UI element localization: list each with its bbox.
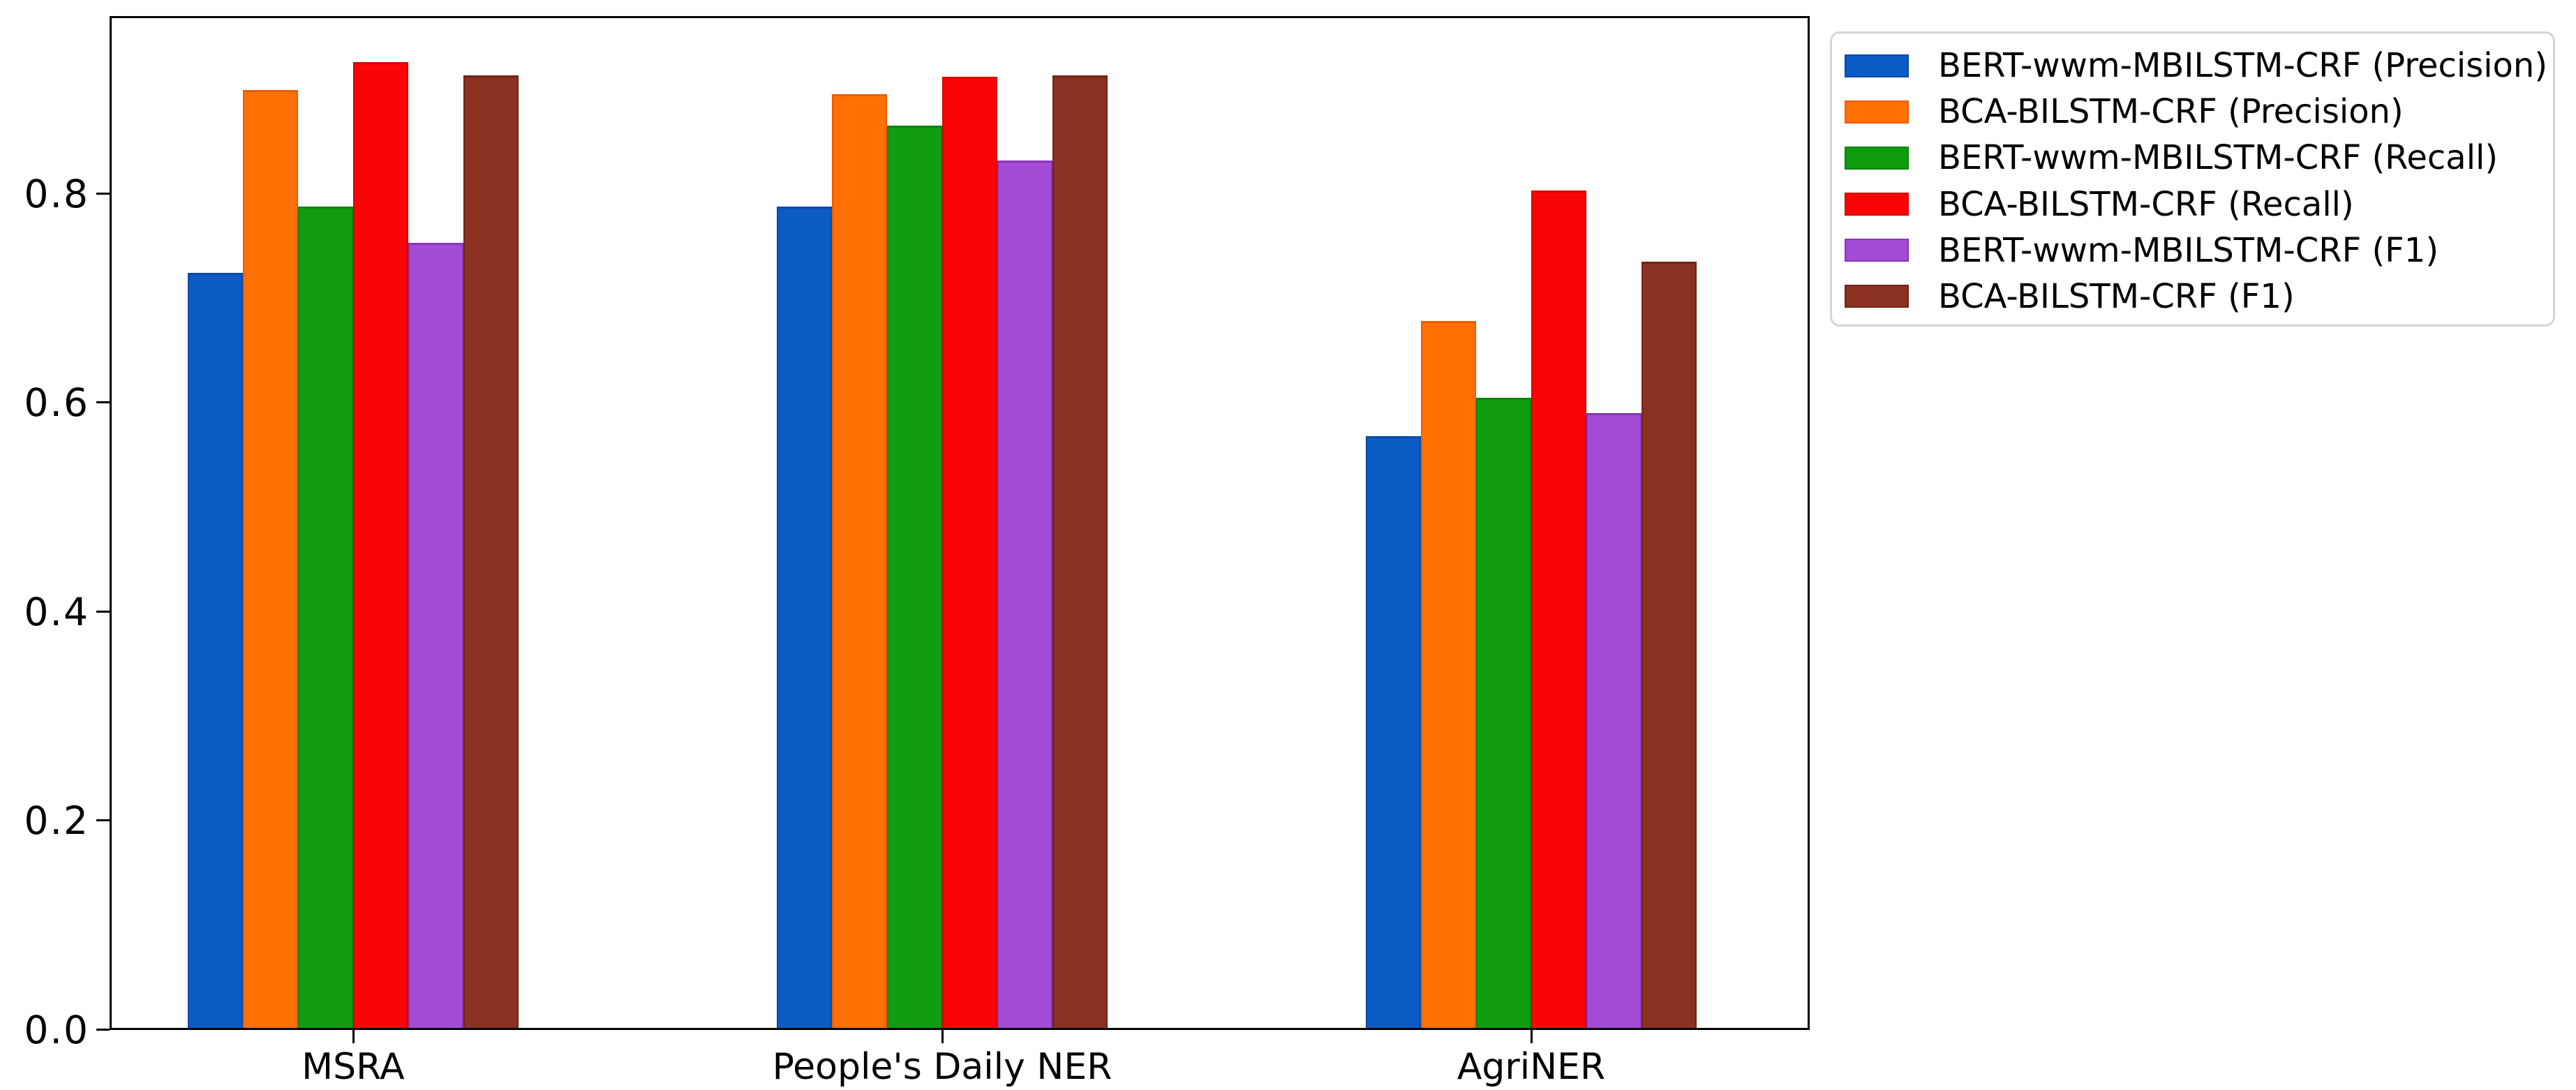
bar-series1-msra: [188, 273, 243, 1028]
bar-series2-agriner: [1421, 321, 1476, 1028]
x-axis-tick: [1531, 1030, 1533, 1043]
bar-series2-people-s-daily-ner: [832, 94, 887, 1028]
legend-swatch: [1845, 285, 1909, 308]
bar-series3-agriner: [1476, 398, 1531, 1028]
y-axis-tick: [96, 1029, 110, 1031]
legend-item: BCA-BILSTM-CRF (Precision): [1845, 94, 2540, 130]
bar-series6-msra: [463, 75, 519, 1028]
bar-series4-agriner: [1531, 191, 1586, 1028]
x-axis-tick: [352, 1030, 355, 1043]
bar-series3-people-s-daily-ner: [887, 126, 942, 1028]
legend-label: BERT-wwm-MBILSTM-CRF (Recall): [1938, 138, 2499, 178]
legend-swatch: [1845, 54, 1909, 77]
legend-item: BERT-wwm-MBILSTM-CRF (Precision): [1845, 47, 2547, 84]
bar-series5-msra: [408, 243, 463, 1028]
y-axis-tick: [96, 401, 110, 403]
bar-series6-people-s-daily-ner: [1052, 75, 1108, 1028]
x-axis-category-label: AgriNER: [1457, 1046, 1606, 1088]
legend-label: BCA-BILSTM-CRF (F1): [1938, 276, 2295, 316]
bar-series4-msra: [353, 62, 408, 1028]
legend-label: BCA-BILSTM-CRF (Recall): [1938, 184, 2354, 224]
bar-series2-msra: [243, 90, 298, 1028]
plot-area: [110, 16, 1810, 1030]
legend-swatch: [1845, 146, 1909, 170]
legend-swatch: [1845, 100, 1909, 124]
bar-series5-people-s-daily-ner: [997, 160, 1052, 1028]
y-axis-tick-label: 0.6: [24, 380, 89, 425]
bar-series5-agriner: [1586, 413, 1641, 1028]
y-axis-tick-label: 0.8: [24, 172, 89, 216]
legend-swatch: [1845, 193, 1909, 216]
legend-swatch: [1845, 239, 1909, 262]
y-axis-tick: [96, 819, 110, 821]
bar-series3-msra: [298, 207, 353, 1028]
legend: BERT-wwm-MBILSTM-CRF (Precision) BCA-BILS…: [1830, 31, 2555, 327]
y-axis-tick: [96, 193, 110, 195]
legend-item: BCA-BILSTM-CRF (Recall): [1845, 186, 2540, 223]
bar-series1-people-s-daily-ner: [777, 207, 832, 1028]
y-axis-tick: [96, 611, 110, 613]
bar-series1-agriner: [1366, 436, 1421, 1028]
legend-item: BERT-wwm-MBILSTM-CRF (Recall): [1845, 140, 2540, 176]
legend-label: BERT-wwm-MBILSTM-CRF (Precision): [1938, 46, 2548, 85]
legend-label: BCA-BILSTM-CRF (Precision): [1938, 92, 2404, 132]
x-axis-category-label: MSRA: [301, 1046, 405, 1088]
legend-item: BCA-BILSTM-CRF (F1): [1845, 278, 2540, 315]
x-axis-category-label: People's Daily NER: [772, 1046, 1112, 1088]
bar-series6-agriner: [1641, 262, 1697, 1028]
y-axis-tick-label: 0.4: [24, 590, 89, 634]
legend-item: BERT-wwm-MBILSTM-CRF (F1): [1845, 232, 2540, 269]
legend-label: BERT-wwm-MBILSTM-CRF (F1): [1938, 230, 2439, 270]
bar-series4-people-s-daily-ner: [942, 77, 997, 1028]
y-axis-tick-label: 0.0: [24, 1008, 89, 1052]
y-axis-tick-label: 0.2: [24, 798, 89, 843]
x-axis-tick: [941, 1030, 944, 1043]
